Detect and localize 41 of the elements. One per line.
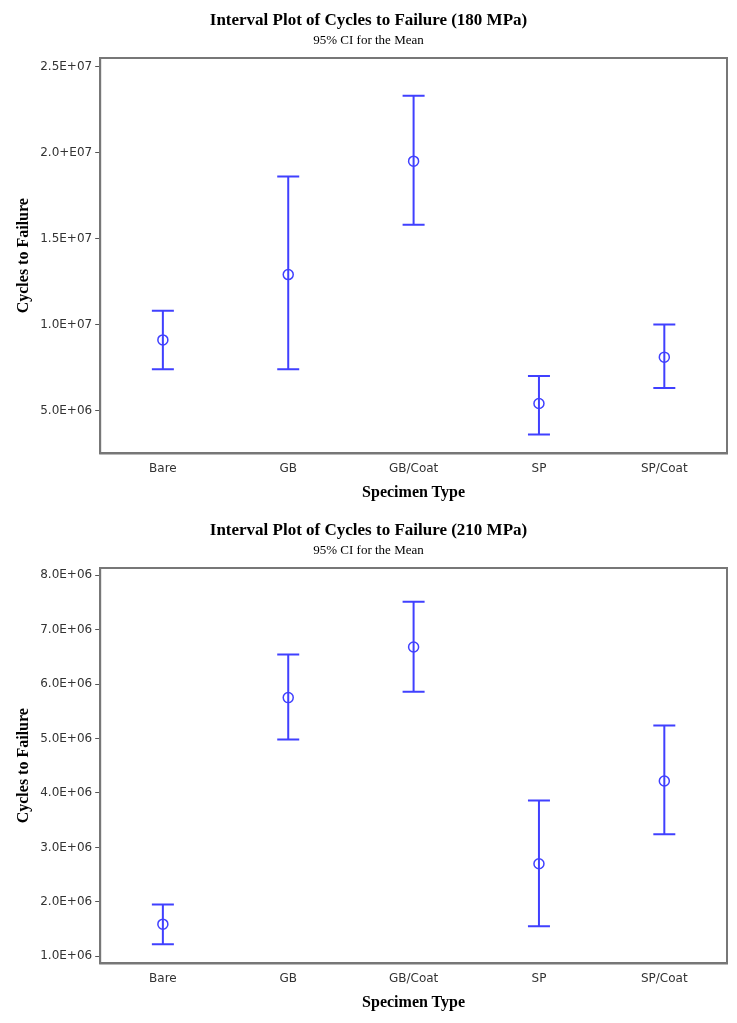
y-axis-title: Cycles to Failure [13,198,32,314]
point [658,351,671,363]
y-tick-label: 1.5E+07 [40,230,93,245]
x-tick-label: Bare [149,970,177,985]
point [658,775,671,787]
point [533,857,545,870]
x-axis-title: Specimen Type [362,482,466,501]
y-tick-label: 8.0E+06 [40,567,93,582]
x-tick-label: SP/Coat [640,970,688,985]
point [282,268,294,281]
x-tick-label: SP [531,970,547,985]
y-tick-label: 2.5E+07 [40,58,93,73]
y-axis-title: Cycles to Failure [13,708,32,824]
y-tick-label: 5.0E+06 [40,730,93,745]
chart-title: Interval Plot of Cycles to Failure (180 MPa) [209,9,528,29]
x-tick-label: SP/Coat [640,460,688,475]
x-tick-label: SP [531,460,547,475]
y-tick-label: 5.0E+06 [40,402,93,417]
x-tick-label: GB/Coat [388,970,439,985]
y-tick-label: 1.0E+07 [40,316,93,331]
point [157,334,169,346]
point [282,691,294,704]
chart-title: Interval Plot of Cycles to Failure (210 MPa) [209,519,528,539]
y-tick-label: 4.0E+06 [40,785,93,800]
x-tick-label: GB [279,460,297,475]
chart-subtitle: 95% CI for the Mean [313,31,425,47]
y-tick-label: 3.0E+06 [40,839,93,854]
x-tick-label: GB [279,970,297,985]
x-tick-label: GB/Coat [388,460,439,475]
y-tick-label: 6.0E+06 [40,676,93,691]
point [533,397,545,410]
y-tick-label: 2.0E+06 [40,893,93,908]
y-tick-label: 2.0+E07 [40,144,93,159]
chart-subtitle: 95% CI for the Mean [313,541,425,557]
y-tick-label: 7.0E+06 [40,621,93,636]
point [157,918,169,930]
point [407,155,420,167]
x-axis-title: Specimen Type [362,992,466,1011]
point [407,641,420,653]
x-tick-label: Bare [149,460,177,475]
y-tick-label: 1.0E+06 [40,948,93,963]
